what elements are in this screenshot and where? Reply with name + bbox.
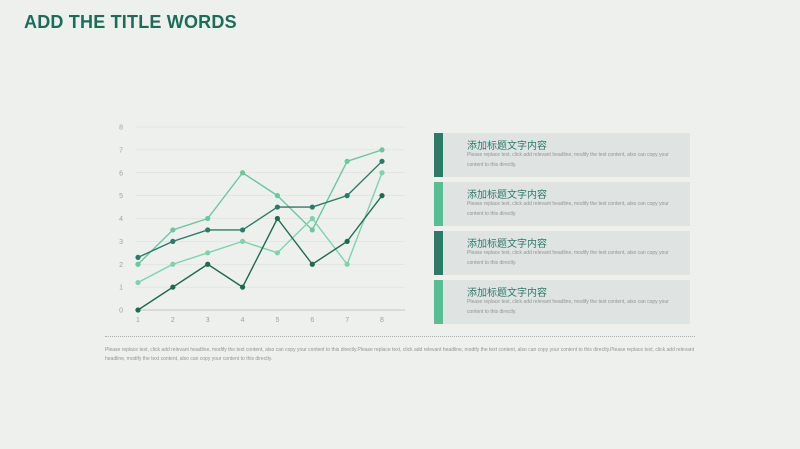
x-tick-label: 7: [345, 317, 349, 324]
data-point: [274, 193, 281, 199]
data-point: [205, 250, 211, 256]
card-accent-bar: [434, 280, 443, 324]
data-point: [309, 227, 315, 233]
y-tick-label: 0: [119, 308, 123, 315]
data-point: [274, 250, 281, 256]
data-point: [239, 227, 246, 233]
card-body: Please replace text, click add relevant …: [467, 152, 669, 168]
data-point: [135, 261, 141, 267]
series-line: [137, 195, 383, 311]
y-tick-label: 1: [119, 285, 123, 292]
card-accent-bar: [434, 182, 443, 226]
data-point: [205, 227, 211, 233]
data-point: [239, 238, 246, 244]
line-chart: 0 1 2 3 4 5 6 7 8 1 2 3 4 5 6 7 8: [105, 115, 415, 330]
data-point: [344, 193, 350, 199]
data-point: [344, 261, 350, 267]
card-title: 添加标题文字内容: [467, 239, 547, 250]
x-tick-label: 5: [275, 317, 279, 324]
footer-text: Please replace text, click add relevant …: [105, 347, 695, 362]
data-point: [379, 158, 385, 164]
text-card: 添加标题文字内容 Please replace text, click add …: [434, 280, 690, 324]
data-point: [274, 215, 281, 222]
text-card: 添加标题文字内容 Please replace text, click add …: [434, 133, 690, 177]
x-tick-label: 6: [310, 317, 314, 324]
y-tick-label: 7: [119, 147, 123, 154]
data-point: [135, 307, 141, 313]
y-tick-label: 5: [119, 193, 123, 200]
series-line: [137, 160, 383, 259]
data-point: [344, 238, 350, 244]
text-card: 添加标题文字内容 Please replace text, click add …: [434, 231, 690, 275]
dotted-divider: [105, 336, 695, 337]
y-tick-label: 4: [119, 216, 123, 223]
data-point: [309, 215, 315, 222]
data-point: [170, 284, 176, 290]
text-card: 添加标题文字内容 Please replace text, click add …: [434, 182, 690, 226]
card-accent-bar: [434, 133, 443, 177]
x-tick-label: 3: [206, 317, 210, 324]
line-chart-svg: 0 1 2 3 4 5 6 7 8 1 2 3 4 5 6 7 8: [119, 125, 405, 324]
x-tick-label: 8: [380, 317, 384, 324]
slide-title: ADD THE TITLE WORDS: [24, 12, 237, 32]
data-point: [274, 204, 281, 210]
card-body: Please replace text, click add relevant …: [467, 201, 669, 217]
card-title: 添加标题文字内容: [467, 190, 547, 201]
card-title: 添加标题文字内容: [467, 141, 547, 152]
data-point: [379, 193, 385, 199]
card-body: Please replace text, click add relevant …: [467, 250, 669, 266]
data-point: [309, 261, 315, 267]
series-line: [137, 172, 383, 284]
data-point: [170, 261, 176, 267]
data-point: [135, 279, 141, 286]
x-tick-label: 2: [171, 317, 175, 324]
data-point: [344, 158, 350, 164]
data-point: [135, 254, 141, 260]
y-tick-label: 3: [119, 239, 123, 246]
x-tick-label: 1: [136, 317, 140, 324]
data-point: [205, 261, 211, 267]
data-point: [239, 284, 246, 290]
data-point: [170, 238, 176, 244]
text-cards: 添加标题文字内容 Please replace text, click add …: [434, 133, 690, 329]
series-line: [137, 149, 383, 265]
data-point: [379, 147, 385, 153]
data-point: [239, 170, 246, 176]
data-point: [379, 170, 385, 176]
card-accent-bar: [434, 231, 443, 275]
data-point: [170, 227, 176, 233]
data-point: [205, 215, 211, 222]
data-point: [309, 204, 315, 210]
y-tick-label: 8: [119, 125, 123, 132]
y-tick-label: 6: [119, 170, 123, 177]
x-tick-label: 4: [241, 317, 245, 324]
card-title: 添加标题文字内容: [467, 288, 547, 299]
y-tick-label: 2: [119, 262, 123, 269]
card-body: Please replace text, click add relevant …: [467, 299, 669, 315]
